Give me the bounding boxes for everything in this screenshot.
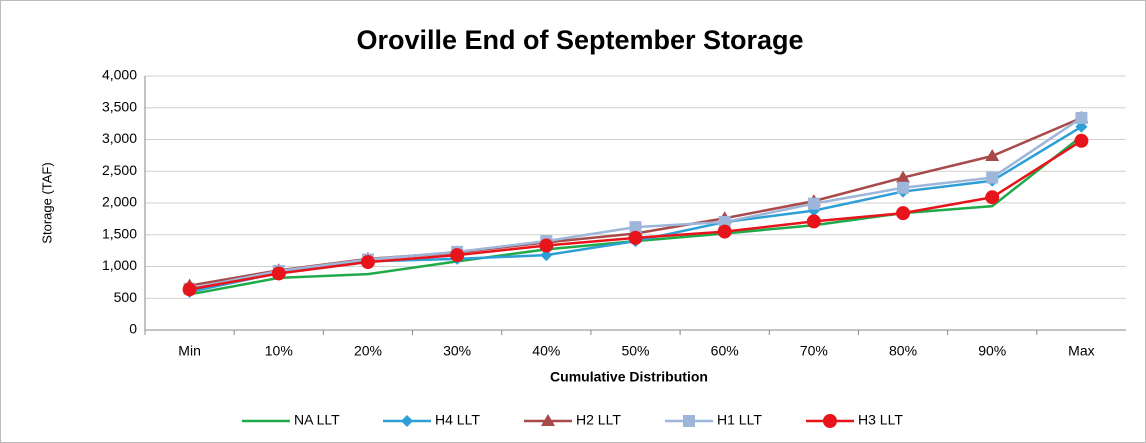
- y-tick-label: 1,000: [102, 257, 137, 273]
- data-point: [628, 230, 643, 245]
- legend-item: NA LLT: [242, 412, 340, 428]
- data-point: [539, 238, 554, 253]
- legend-item: H3 LLT: [806, 412, 903, 428]
- x-tick-label: 70%: [800, 343, 828, 359]
- legend-marker: [823, 414, 837, 428]
- data-point: [986, 171, 999, 184]
- legend-item: H4 LLT: [383, 412, 480, 428]
- legend-item: H1 LLT: [665, 412, 762, 428]
- y-tick-label: 0: [129, 321, 137, 337]
- y-tick-label: 500: [114, 289, 138, 305]
- data-point: [360, 255, 375, 270]
- legend-marker: [541, 414, 555, 426]
- x-tick-label: Max: [1068, 343, 1094, 359]
- data-point: [806, 214, 821, 229]
- x-tick-label: 80%: [889, 343, 917, 359]
- y-tick-label: 4,000: [102, 67, 137, 83]
- x-tick-label: Min: [178, 343, 201, 359]
- legend-marker: [401, 415, 413, 427]
- y-tick-label: 3,000: [102, 130, 137, 146]
- data-point: [629, 221, 642, 234]
- x-axis-title: Cumulative Distribution: [550, 369, 708, 385]
- legend-label: H4 LLT: [435, 412, 480, 428]
- data-point: [896, 206, 911, 221]
- data-point: [1074, 133, 1089, 148]
- y-tick-label: 3,500: [102, 98, 137, 114]
- y-tick-label: 2,000: [102, 194, 137, 210]
- x-tick-label: 50%: [621, 343, 649, 359]
- legend-label: H1 LLT: [717, 412, 762, 428]
- legend-label: H3 LLT: [858, 412, 903, 428]
- legend-label: NA LLT: [294, 412, 340, 428]
- data-point: [450, 248, 465, 263]
- legend-label: H2 LLT: [576, 412, 621, 428]
- legend-item: H2 LLT: [524, 412, 621, 428]
- x-tick-label: 20%: [354, 343, 382, 359]
- data-point: [540, 249, 553, 262]
- data-point: [182, 282, 197, 297]
- x-tick-label: 90%: [978, 343, 1006, 359]
- x-tick-label: 40%: [532, 343, 560, 359]
- legend-marker: [683, 415, 695, 427]
- data-point: [1075, 111, 1088, 124]
- data-point: [271, 266, 286, 281]
- y-tick-label: 1,500: [102, 225, 137, 241]
- data-point: [718, 216, 731, 229]
- x-tick-label: 60%: [711, 343, 739, 359]
- data-point: [717, 224, 732, 239]
- data-point: [896, 170, 911, 183]
- y-tick-label: 2,500: [102, 162, 137, 178]
- y-axis-title: Storage (TAF): [39, 162, 54, 243]
- x-tick-label: 30%: [443, 343, 471, 359]
- x-tick-label: 10%: [265, 343, 293, 359]
- chart-title: Oroville End of September Storage: [356, 25, 803, 55]
- data-point: [985, 149, 1000, 162]
- data-point: [985, 190, 1000, 205]
- data-point: [807, 197, 820, 210]
- data-point: [897, 181, 910, 194]
